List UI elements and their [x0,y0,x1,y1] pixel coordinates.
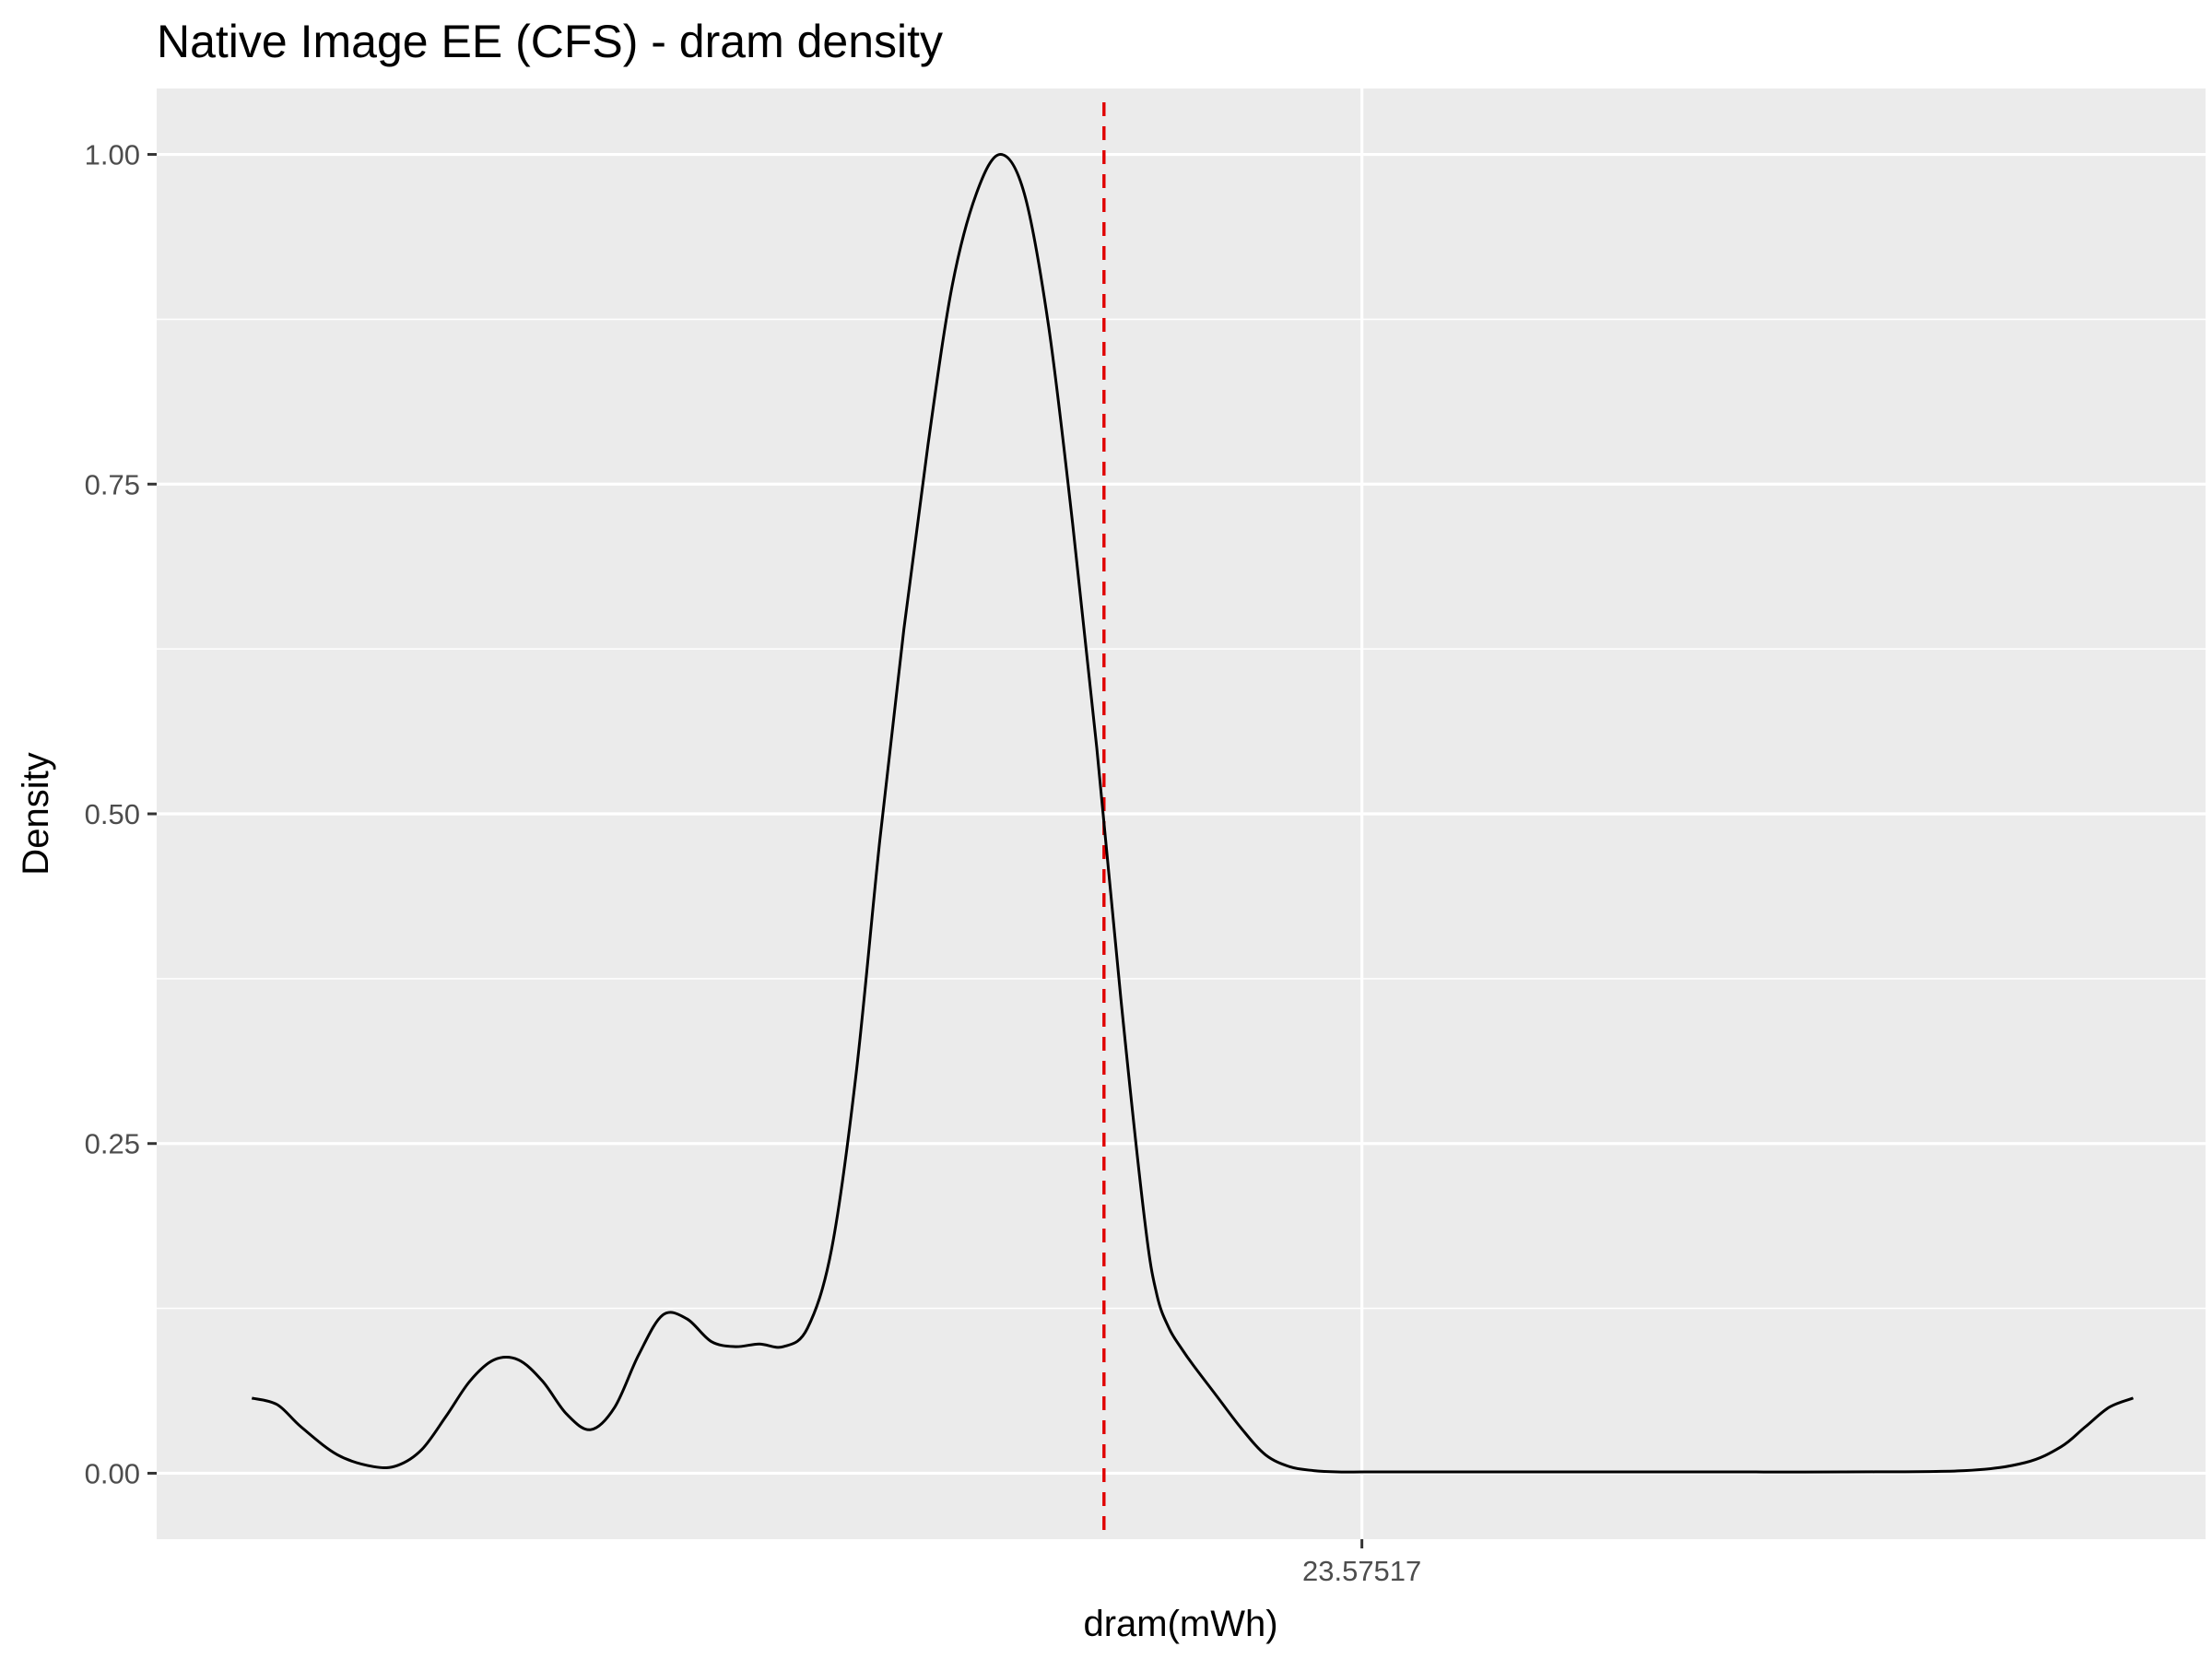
density-curve [251,153,2135,1474]
y-axis: 0.00 0.25 0.50 0.75 1.00 [85,139,157,1489]
y-axis-title: Density [16,752,56,875]
y-tick-label: 0.75 [85,468,140,500]
y-tick-label: 0.50 [85,798,140,830]
x-axis-title: dram(mWh) [1083,1604,1277,1644]
x-tick-label: 23.57517 [1302,1555,1421,1587]
major-gridlines [157,88,2206,1539]
y-tick-label: 0.25 [85,1128,140,1160]
chart-title: Native Image EE (CFS) - dram density [157,16,943,67]
y-tick-label: 1.00 [85,139,140,171]
y-tick-label: 0.00 [85,1457,140,1489]
x-axis: 23.57517 [1302,1539,1421,1587]
minor-gridlines [157,318,2206,1310]
